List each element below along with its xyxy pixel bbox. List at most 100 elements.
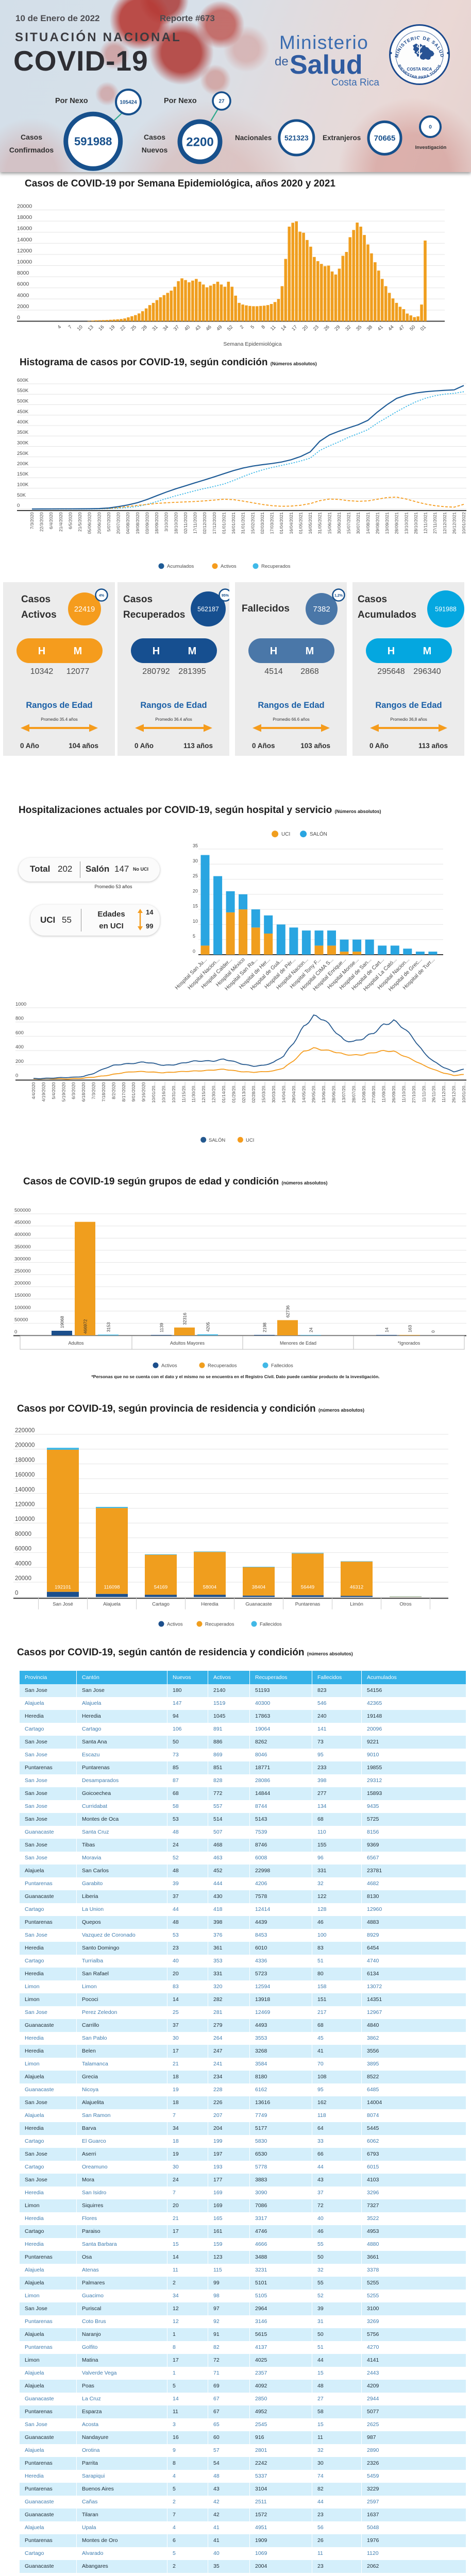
svg-text:0: 0 — [193, 949, 195, 954]
svg-text:11/12/20...: 11/12/20... — [441, 1082, 446, 1103]
svg-text:52: 52 — [226, 324, 234, 332]
svg-text:296340: 296340 — [413, 667, 441, 676]
svg-text:0: 0 — [431, 1330, 436, 1333]
svg-text:192101: 192101 — [55, 1585, 71, 1590]
svg-text:20: 20 — [301, 324, 309, 332]
svg-text:5: 5 — [193, 934, 195, 939]
svg-text:14/04/20...: 14/04/20... — [281, 1082, 287, 1103]
svg-text:13/07/20...: 13/07/20... — [341, 1082, 346, 1103]
svg-text:Recuperados: Recuperados — [205, 1622, 234, 1628]
svg-text:163: 163 — [408, 1325, 413, 1332]
svg-text:44: 44 — [387, 324, 395, 332]
svg-text:7/3/2020: 7/3/2020 — [91, 1082, 96, 1099]
svg-text:Cartago: Cartago — [152, 1602, 170, 1607]
svg-text:50000: 50000 — [14, 1317, 28, 1323]
svg-text:16: 16 — [97, 324, 105, 332]
svg-text:12000: 12000 — [17, 248, 32, 254]
svg-text:200K: 200K — [17, 461, 29, 467]
svg-text:60000: 60000 — [15, 1546, 31, 1552]
svg-text:37: 37 — [173, 324, 180, 332]
svg-text:Otros: Otros — [399, 1602, 411, 1607]
svg-text:UCI: UCI — [246, 1138, 254, 1143]
svg-text:01/29/20...: 01/29/20... — [231, 1082, 236, 1103]
svg-text:Rangos de Edad: Rangos de Edad — [375, 701, 442, 710]
svg-text:10: 10 — [193, 919, 198, 924]
svg-text:9/16/2020: 9/16/2020 — [141, 1082, 146, 1101]
svg-text:10/01/2022: 10/01/2022 — [461, 512, 466, 534]
svg-text:22: 22 — [119, 324, 127, 332]
svg-text:350K: 350K — [17, 430, 29, 435]
svg-text:25: 25 — [130, 324, 138, 332]
svg-text:20000: 20000 — [17, 204, 32, 210]
svg-text:40000: 40000 — [15, 1561, 31, 1567]
svg-text:29/04/20...: 29/04/20... — [291, 1082, 296, 1103]
svg-text:1,2%: 1,2% — [334, 594, 343, 598]
svg-text:0: 0 — [14, 1329, 17, 1335]
svg-text:120000: 120000 — [15, 1502, 35, 1508]
svg-text:295648: 295648 — [377, 667, 405, 676]
svg-text:70665: 70665 — [374, 134, 396, 143]
svg-text:35: 35 — [193, 843, 198, 849]
svg-text:26/09/20...: 26/09/20... — [391, 1082, 396, 1103]
svg-text:M: M — [306, 646, 314, 657]
svg-text:11/11/20...: 11/11/20... — [421, 1082, 426, 1103]
svg-text:M: M — [74, 646, 82, 657]
svg-text:Fallecidos: Fallecidos — [260, 1622, 282, 1628]
svg-text:4514: 4514 — [264, 667, 283, 676]
svg-text:10/01/20...: 10/01/20... — [151, 1082, 156, 1103]
svg-text:05/06/2020: 05/06/2020 — [87, 512, 92, 534]
svg-text:16/04/2021: 16/04/2021 — [289, 512, 294, 534]
svg-text:0: 0 — [17, 503, 20, 509]
svg-text:2198: 2198 — [262, 1323, 267, 1332]
svg-text:11/09/20...: 11/09/20... — [381, 1082, 386, 1103]
svg-text:100K: 100K — [17, 482, 29, 488]
svg-text:450000: 450000 — [14, 1220, 31, 1226]
svg-text:200000: 200000 — [14, 1281, 31, 1286]
svg-text:300000: 300000 — [14, 1256, 31, 1262]
svg-text:5/19/2020: 5/19/2020 — [61, 1082, 66, 1101]
svg-text:80000: 80000 — [15, 1531, 31, 1537]
svg-text:Promedio 66.6 años: Promedio 66.6 años — [273, 717, 310, 722]
svg-text:7/3/2020: 7/3/2020 — [29, 512, 35, 529]
svg-text:01/05/2021: 01/05/2021 — [298, 512, 303, 534]
svg-text:Promedio 36,8 años: Promedio 36,8 años — [390, 717, 427, 722]
svg-text:15: 15 — [193, 904, 198, 909]
svg-text:15/06/2021: 15/06/2021 — [327, 512, 332, 534]
svg-text:591988: 591988 — [435, 605, 457, 613]
svg-text:11/15/20...: 11/15/20... — [181, 1082, 186, 1103]
svg-text:40: 40 — [183, 324, 191, 332]
svg-text:0: 0 — [15, 1590, 18, 1597]
svg-text:16/01/2021: 16/01/2021 — [231, 512, 236, 534]
svg-text:30/06/2021: 30/06/2021 — [337, 512, 342, 534]
svg-text:200: 200 — [15, 1059, 24, 1064]
svg-text:31/05/2021: 31/05/2021 — [317, 512, 323, 534]
svg-text:10342: 10342 — [30, 667, 54, 676]
svg-text:28/10/2021: 28/10/2021 — [413, 512, 418, 534]
svg-text:31/01/2021: 31/01/2021 — [241, 512, 246, 534]
svg-text:H: H — [38, 646, 45, 657]
svg-text:Promedio 36.4 años: Promedio 36.4 años — [155, 717, 192, 722]
svg-text:2000: 2000 — [17, 303, 29, 310]
svg-text:Promedio 35.4 años: Promedio 35.4 años — [41, 717, 78, 722]
svg-text:521323: 521323 — [284, 133, 309, 142]
svg-text:02/13/20...: 02/13/20... — [241, 1082, 246, 1103]
svg-text:17/11/2020: 17/11/2020 — [193, 512, 198, 534]
svg-text:8/17/2020: 8/17/2020 — [121, 1082, 126, 1101]
svg-text:27: 27 — [218, 99, 225, 105]
svg-text:113 años: 113 años — [183, 742, 213, 750]
svg-text:200000: 200000 — [15, 1443, 35, 1449]
svg-text:10: 10 — [76, 324, 84, 332]
svg-text:Rangos de Edad: Rangos de Edad — [26, 701, 92, 710]
svg-text:4%: 4% — [99, 594, 105, 598]
svg-text:56449: 56449 — [301, 1585, 314, 1590]
svg-text:591988: 591988 — [74, 135, 112, 148]
svg-text:Semana Epidemiológica: Semana Epidemiológica — [223, 341, 281, 347]
svg-text:62736: 62736 — [285, 1305, 291, 1317]
svg-text:41: 41 — [377, 324, 384, 332]
svg-text:28: 28 — [141, 324, 148, 332]
svg-text:14: 14 — [384, 1327, 390, 1332]
svg-text:H: H — [388, 646, 395, 657]
svg-text:13: 13 — [87, 324, 94, 332]
svg-text:Rangos de Edad: Rangos de Edad — [140, 701, 207, 710]
svg-text:0 Años: 0 Años — [252, 742, 275, 750]
